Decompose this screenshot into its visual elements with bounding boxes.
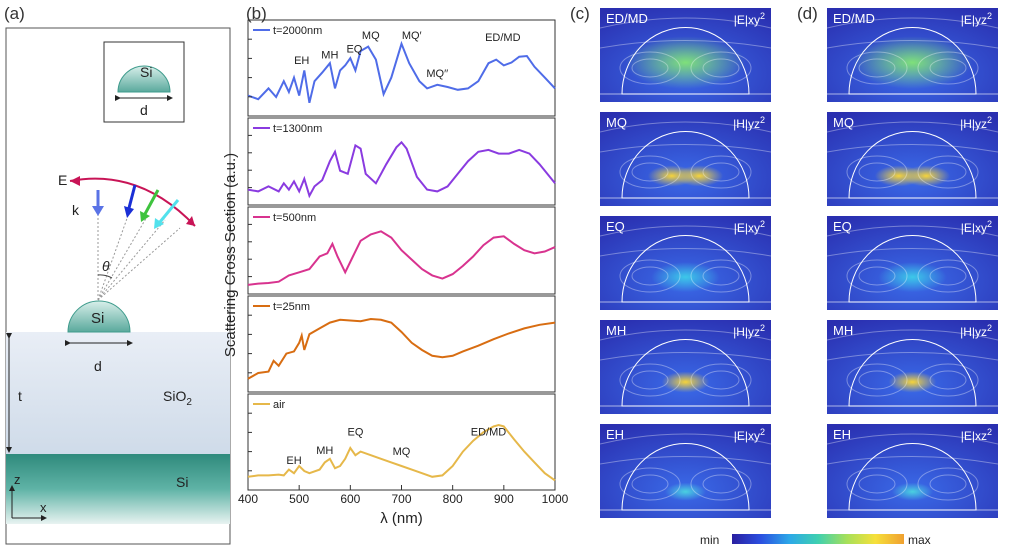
map-field-label: |E|xy2 (733, 11, 765, 27)
map-mode-label: MH (606, 323, 627, 338)
map-field-label: |E|xz2 (960, 427, 992, 443)
inset-dim-label: d (140, 102, 148, 118)
panel-label-a: (a) (4, 4, 25, 23)
map-mode-label: EH (606, 427, 625, 442)
field-map-d-2: MQ |H|yz2 (827, 112, 998, 206)
legend-label: air (273, 399, 286, 411)
map-field-label: |E|xy2 (960, 219, 992, 235)
particle (67, 300, 131, 333)
map-field-label: |H|yz2 (733, 323, 765, 339)
map-field-label: |E|xy2 (733, 219, 765, 235)
peak-label: MQ′ (402, 30, 422, 42)
map-mode-label: EQ (833, 219, 852, 234)
map-mode-label: ED/MD (833, 11, 875, 26)
map-field-label: |H|yz2 (960, 115, 992, 131)
map-mode-label: EQ (606, 219, 625, 234)
field-map-c-3: EQ |E|xy2 (600, 216, 771, 310)
field-map-c-1: ED/MD |E|xy2 (600, 8, 771, 102)
peak-label: MQ (393, 446, 411, 458)
field-map-d-4: MH |H|yz2 (827, 320, 998, 414)
x-tick-label: 800 (443, 492, 463, 506)
peak-label: MH (316, 445, 333, 457)
series-line-2 (247, 140, 556, 199)
field-map-d-1: ED/MD |E|yz2 (827, 8, 998, 102)
map-field-label: |E|yz2 (960, 11, 992, 27)
inset-box (103, 41, 185, 123)
map-mode-label: ED/MD (606, 11, 648, 26)
map-mode-label: MH (833, 323, 854, 338)
peak-label: EH (294, 55, 309, 67)
x-axis-label: λ (nm) (380, 510, 423, 527)
map-field-label: |H|yz2 (733, 115, 765, 131)
panel-label-c: (c) (570, 4, 590, 23)
map-mode-label: EH (833, 427, 852, 442)
peak-label: EH (286, 455, 301, 467)
series-panel-frame (247, 19, 556, 117)
x-axis-label: x (40, 500, 47, 515)
legend-label: t=500nm (273, 212, 316, 224)
peak-label: EQ (346, 44, 362, 56)
series-line-5 (247, 423, 556, 482)
peak-label: EQ (347, 426, 363, 438)
colorbar-max-label: max (908, 533, 931, 547)
substrate-label: Si (176, 474, 189, 490)
legend-label: t=1300nm (273, 123, 322, 135)
legend-label: t=2000nm (273, 25, 322, 37)
x-tick-label: 1000 (542, 492, 569, 506)
e-field-label: E (58, 172, 68, 188)
colorbar (732, 534, 904, 544)
x-tick-label: 500 (289, 492, 309, 506)
k-vector-arrow (92, 206, 104, 216)
angle-label: θ (102, 258, 110, 274)
x-tick-label: 900 (494, 492, 514, 506)
x-tick-label: 600 (340, 492, 360, 506)
series-line-4 (247, 317, 556, 380)
peak-label: MH (321, 49, 338, 61)
legend-label: t=25nm (273, 301, 310, 313)
inset-particle (117, 65, 171, 93)
panel-label-b: (b) (246, 4, 267, 23)
field-map-c-5: EH |E|xy2 (600, 424, 771, 518)
field-map-c-4: MH |H|yz2 (600, 320, 771, 414)
field-map-c-2: MQ |H|yz2 (600, 112, 771, 206)
k-vector-label: k (72, 202, 79, 218)
particle-material-label: Si (91, 310, 105, 327)
series-panel-frame (247, 117, 556, 206)
spacer-label: SiO2 (163, 388, 192, 408)
series-panel-frame (247, 393, 556, 491)
map-field-label: |E|xy2 (733, 427, 765, 443)
inset-material-label: Si (140, 64, 153, 80)
series-panel-frame (247, 206, 556, 295)
map-field-label: |H|yz2 (960, 323, 992, 339)
y-axis-label: Scattering Cross Section (a.u.) (222, 153, 239, 357)
peak-label: ED/MD (471, 426, 507, 438)
series-panel-frame (247, 295, 556, 393)
schematic-diagram (5, 27, 231, 545)
field-map-d-5: EH |E|xz2 (827, 424, 998, 518)
field-map-d-3: EQ |E|xy2 (827, 216, 998, 310)
thickness-label: t (18, 388, 22, 404)
peak-label: MQ (362, 30, 380, 42)
e-field-arrow (70, 176, 80, 186)
series-line-1 (247, 40, 556, 104)
map-mode-label: MQ (833, 115, 854, 130)
map-mode-label: MQ (606, 115, 627, 130)
peak-label: ED/MD (485, 32, 521, 44)
z-axis-label: z (14, 472, 21, 487)
series-line-3 (247, 230, 556, 286)
x-tick-label: 400 (238, 492, 258, 506)
colorbar-min-label: min (700, 533, 720, 547)
si-substrate (6, 454, 230, 524)
x-tick-label: 700 (391, 492, 411, 506)
particle-dim-label: d (94, 358, 102, 374)
peak-label: MQ′′ (426, 68, 448, 80)
sio2-layer (6, 332, 230, 454)
panel-label-d: (d) (797, 4, 818, 23)
